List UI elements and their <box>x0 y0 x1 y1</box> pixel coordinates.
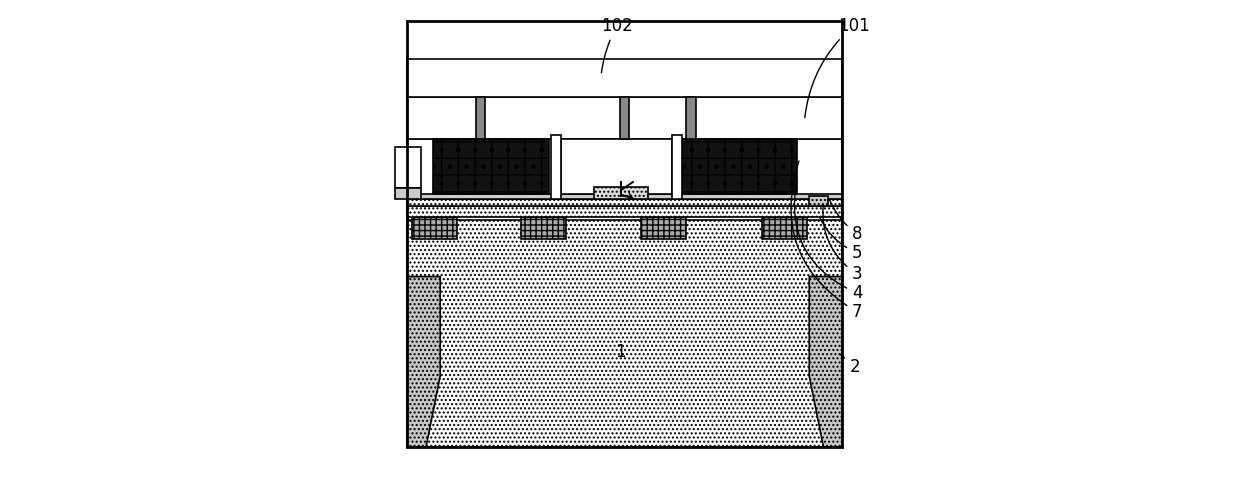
Text: 8: 8 <box>830 199 862 243</box>
Bar <box>396 187 422 199</box>
Text: 3: 3 <box>823 205 863 283</box>
Bar <box>682 139 797 194</box>
Bar <box>407 194 842 199</box>
Text: 101: 101 <box>805 17 869 118</box>
Bar <box>407 59 842 97</box>
Text: 7: 7 <box>791 161 862 321</box>
Bar <box>686 97 696 139</box>
Polygon shape <box>810 277 842 447</box>
Bar <box>407 220 842 447</box>
Bar <box>552 135 560 199</box>
Bar <box>407 206 842 218</box>
Bar <box>476 97 485 139</box>
Bar <box>641 218 686 239</box>
Text: 4: 4 <box>795 180 862 302</box>
Text: 5: 5 <box>820 218 862 262</box>
Bar <box>810 196 828 206</box>
Polygon shape <box>407 277 440 447</box>
Bar <box>521 218 565 239</box>
Bar <box>560 139 672 194</box>
Bar <box>407 139 842 196</box>
Text: 102: 102 <box>601 17 632 73</box>
Bar <box>407 199 842 206</box>
Bar <box>412 218 456 239</box>
Bar <box>407 97 842 139</box>
Bar <box>433 139 549 194</box>
Bar <box>396 148 422 187</box>
Bar <box>620 97 630 139</box>
Bar <box>761 218 807 239</box>
Text: 1: 1 <box>615 343 625 361</box>
Bar <box>407 21 842 447</box>
Bar <box>672 135 682 199</box>
Bar <box>594 187 649 199</box>
Text: 2: 2 <box>839 354 861 375</box>
